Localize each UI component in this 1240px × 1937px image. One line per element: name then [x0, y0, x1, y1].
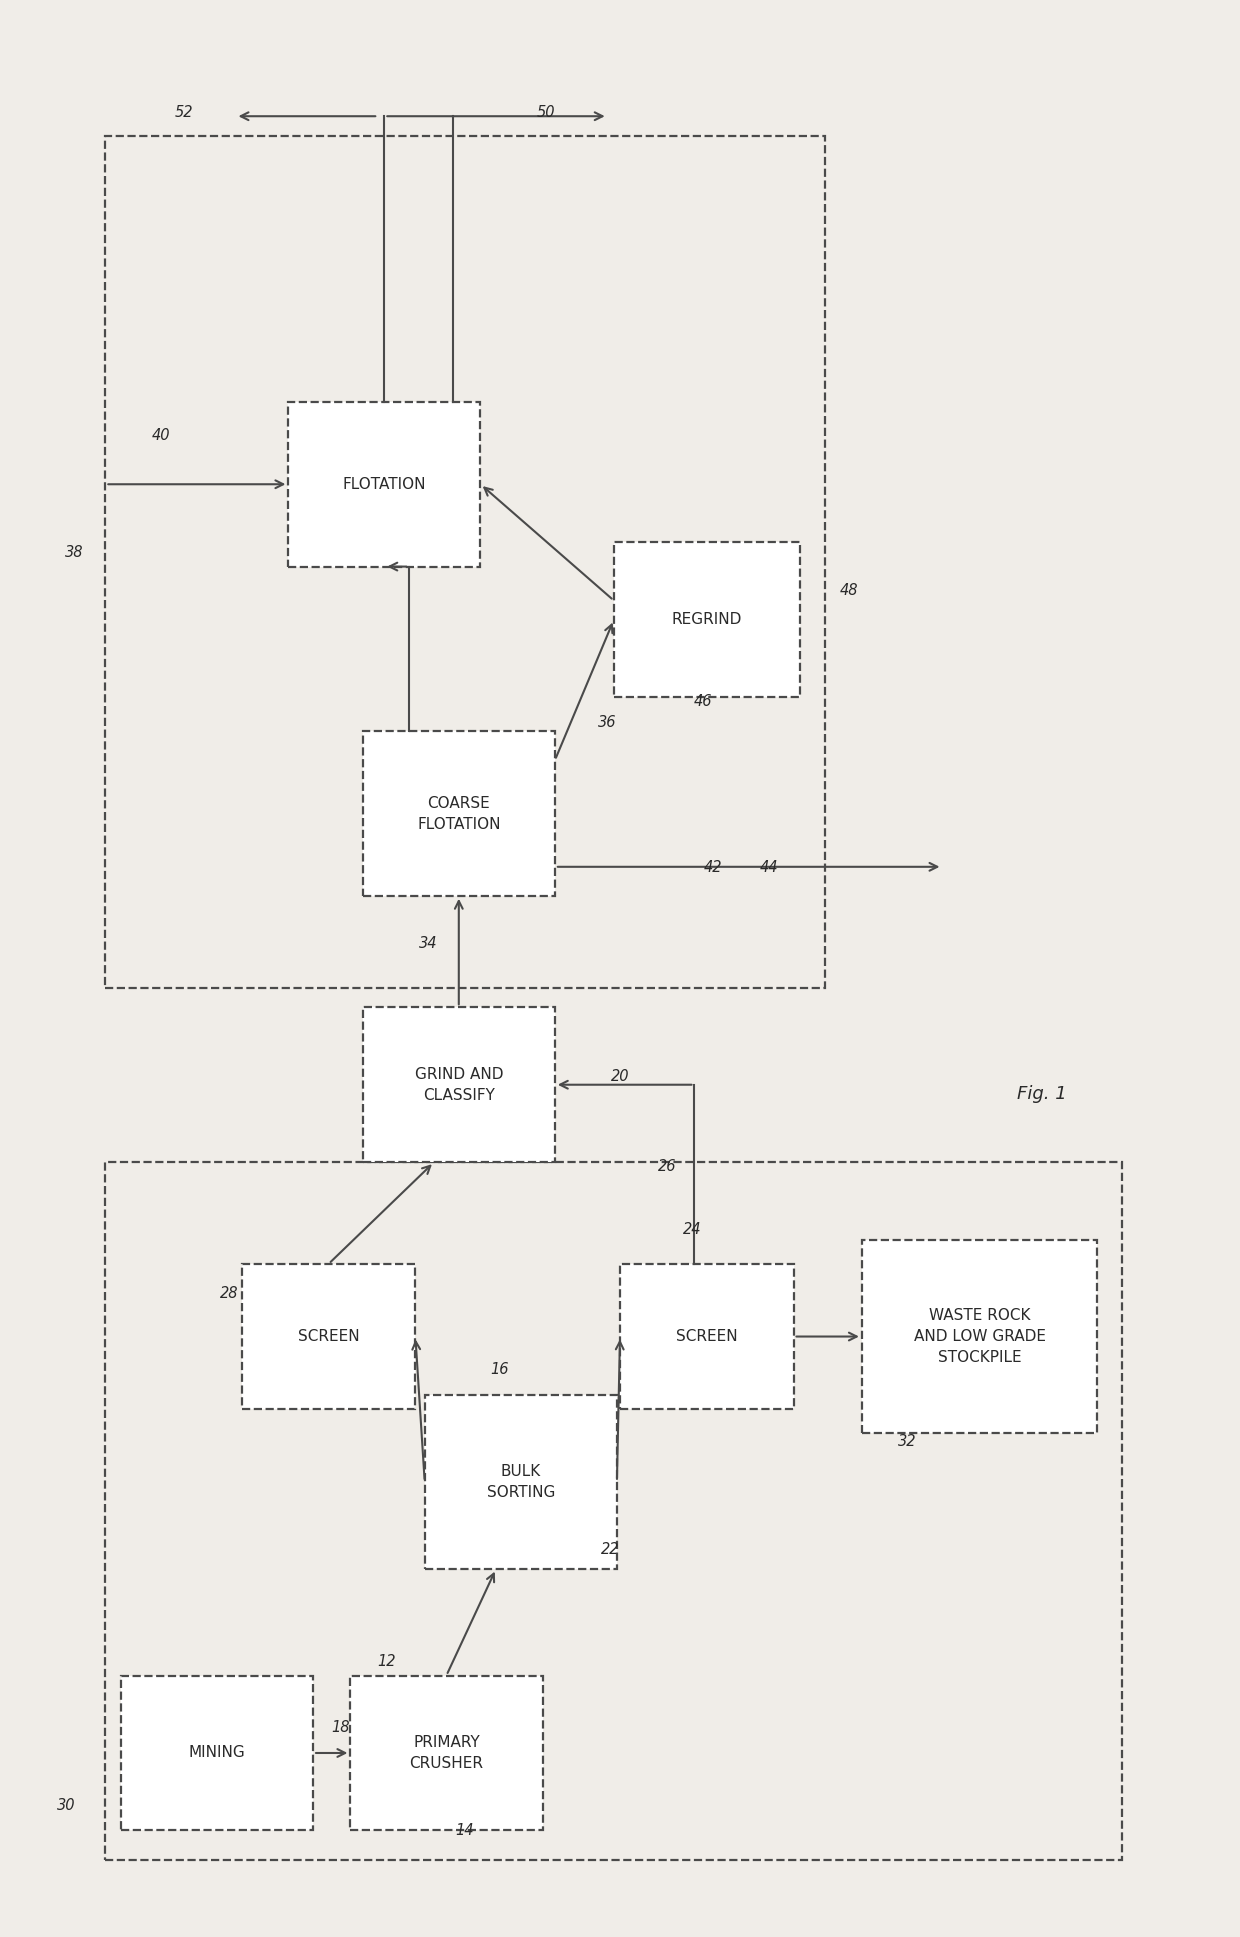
Text: 50: 50 — [537, 105, 554, 120]
Text: 46: 46 — [694, 693, 712, 709]
Text: 42: 42 — [704, 860, 722, 876]
Bar — [362, 1007, 556, 1162]
Text: 12: 12 — [378, 1654, 396, 1670]
Text: BULK
SORTING: BULK SORTING — [486, 1464, 556, 1499]
Text: 34: 34 — [419, 936, 436, 951]
Text: 36: 36 — [599, 715, 616, 730]
Bar — [424, 1395, 618, 1569]
Text: 22: 22 — [601, 1542, 619, 1557]
Bar — [105, 1162, 1122, 1860]
Bar — [288, 401, 480, 566]
Text: SCREEN: SCREEN — [298, 1329, 360, 1344]
Bar — [120, 1676, 312, 1830]
Bar — [614, 542, 800, 697]
Text: 26: 26 — [658, 1158, 676, 1174]
Text: 44: 44 — [760, 860, 777, 876]
Bar — [862, 1240, 1097, 1433]
Text: 14: 14 — [456, 1823, 474, 1838]
Text: 24: 24 — [683, 1222, 701, 1238]
Bar — [242, 1263, 415, 1408]
Text: 30: 30 — [57, 1798, 74, 1813]
Text: 18: 18 — [332, 1720, 350, 1736]
Text: WASTE ROCK
AND LOW GRADE
STOCKPILE: WASTE ROCK AND LOW GRADE STOCKPILE — [914, 1307, 1045, 1366]
Text: 20: 20 — [611, 1069, 629, 1085]
Text: 48: 48 — [841, 583, 858, 599]
Text: 40: 40 — [153, 428, 170, 444]
Text: PRIMARY
CRUSHER: PRIMARY CRUSHER — [409, 1736, 484, 1770]
Text: Fig. 1: Fig. 1 — [1017, 1085, 1066, 1104]
Text: 28: 28 — [221, 1286, 238, 1302]
Text: COARSE
FLOTATION: COARSE FLOTATION — [417, 796, 501, 831]
Bar — [350, 1676, 543, 1830]
Text: 38: 38 — [66, 544, 83, 560]
Bar — [620, 1263, 794, 1408]
Text: 32: 32 — [899, 1433, 916, 1449]
Text: SCREEN: SCREEN — [676, 1329, 738, 1344]
Bar — [105, 136, 825, 988]
Text: MINING: MINING — [188, 1745, 246, 1761]
Text: 16: 16 — [491, 1362, 508, 1377]
Text: GRIND AND
CLASSIFY: GRIND AND CLASSIFY — [414, 1067, 503, 1102]
Text: 52: 52 — [175, 105, 192, 120]
Text: FLOTATION: FLOTATION — [342, 477, 427, 492]
Bar — [362, 730, 556, 895]
Text: REGRIND: REGRIND — [672, 612, 742, 628]
